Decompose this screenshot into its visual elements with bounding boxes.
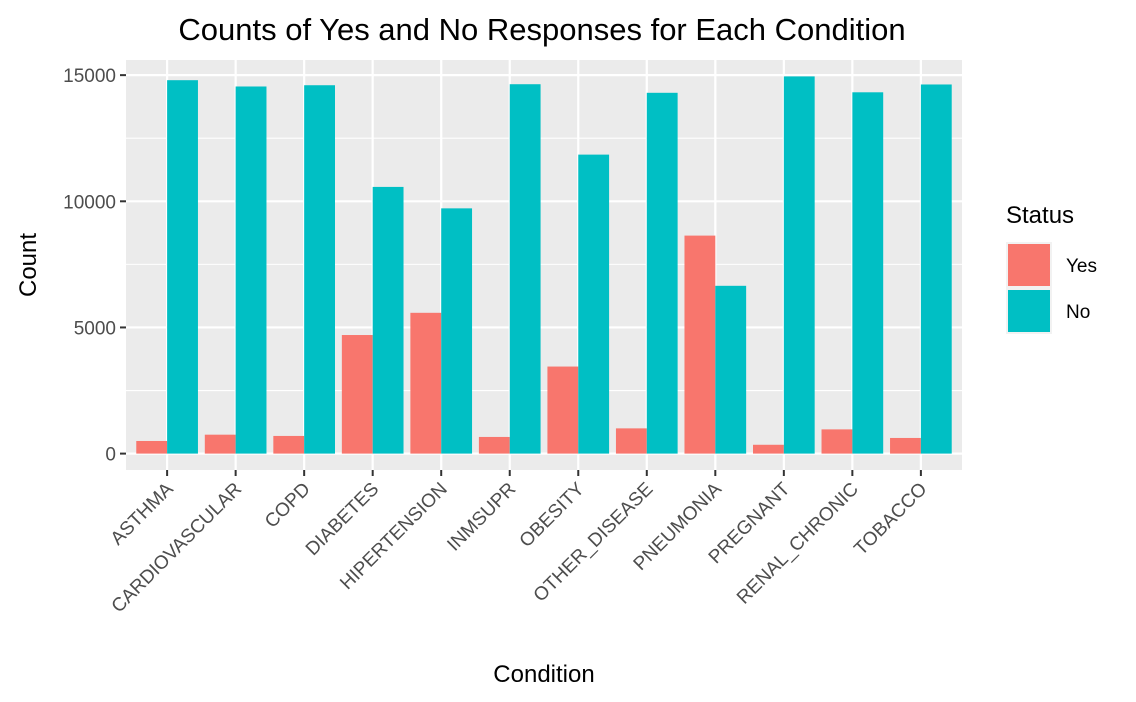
- bar-no-other_disease: [646, 92, 678, 454]
- bar-yes-inmsupr: [478, 436, 510, 454]
- legend: Status Yes No: [1006, 202, 1097, 334]
- bar-no-copd: [304, 85, 335, 454]
- bar-yes-other_disease: [615, 428, 647, 454]
- bar-yes-renal_chronic: [821, 429, 853, 454]
- bar-no-pregnant: [783, 76, 815, 454]
- x-tick-label: OTHER_DISEASE: [530, 479, 658, 607]
- y-axis-title: Count: [15, 233, 42, 297]
- bar-no-tobacco: [920, 84, 952, 454]
- bar-yes-diabetes: [341, 335, 373, 454]
- bar-no-cardiovascular: [235, 86, 267, 454]
- y-tick-label: 5000: [74, 318, 116, 339]
- y-axis: 0 5000 10000 15000: [63, 66, 126, 466]
- bar-yes-asthma: [136, 440, 168, 454]
- bar-no-asthma: [167, 80, 198, 454]
- x-tick-label: RENAL_CHRONIC: [733, 479, 863, 609]
- x-tick-label: COPD: [261, 479, 315, 533]
- x-tick-label: ASTHMA: [107, 478, 178, 549]
- legend-swatch-no: [1008, 290, 1050, 332]
- legend-label-yes: Yes: [1066, 256, 1097, 277]
- bar-yes-tobacco: [890, 437, 921, 454]
- y-tick-label: 10000: [63, 192, 116, 213]
- bar-yes-pregnant: [753, 444, 784, 454]
- bars: [136, 76, 952, 454]
- x-axis-title: Condition: [493, 661, 594, 688]
- bar-yes-obesity: [547, 366, 579, 454]
- bar-yes-hipertension: [410, 312, 442, 454]
- bar-no-hipertension: [441, 208, 473, 454]
- bar-no-renal_chronic: [852, 92, 884, 454]
- legend-swatch-yes: [1008, 244, 1050, 286]
- bar-yes-pneumonia: [684, 235, 716, 454]
- bar-no-inmsupr: [509, 84, 541, 454]
- x-tick-label: INMSUPR: [443, 479, 520, 556]
- x-tick-label: CARDIOVASCULAR: [108, 479, 247, 618]
- y-tick-label: 15000: [63, 66, 116, 87]
- bar-no-diabetes: [372, 186, 404, 454]
- bar-yes-cardiovascular: [204, 434, 236, 454]
- legend-title: Status: [1006, 202, 1074, 229]
- chart-title: Counts of Yes and No Responses for Each …: [178, 12, 905, 47]
- y-tick-label: 0: [105, 445, 116, 466]
- legend-label-no: No: [1066, 302, 1090, 323]
- x-tick-label: OBESITY: [516, 478, 589, 551]
- bar-no-pneumonia: [715, 285, 747, 454]
- bar-no-obesity: [578, 154, 610, 454]
- x-tick-label: TOBACCO: [850, 479, 931, 560]
- bar-yes-copd: [273, 435, 305, 454]
